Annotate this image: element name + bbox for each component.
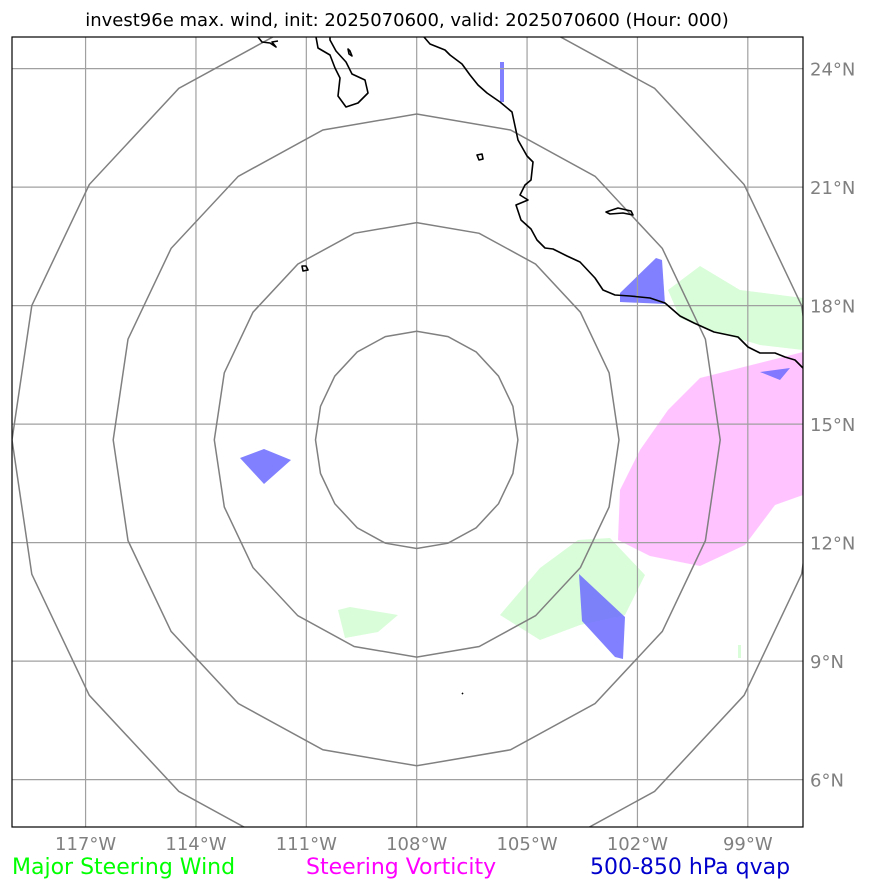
qvap-region-east-edge (760, 368, 790, 380)
map-plot-area (12, 37, 803, 827)
qvap-region-coast (620, 258, 665, 304)
latitude-tick-label: 24°N (810, 60, 855, 81)
mainland-mexico-coast (423, 37, 803, 369)
islas-marias (605, 207, 634, 216)
latitude-tick-label: 21°N (810, 178, 855, 199)
vorticity-fields (618, 352, 803, 566)
qvap-region-west (240, 449, 291, 484)
longitude-tick-label: 102°W (607, 834, 668, 855)
coastlines (257, 37, 803, 695)
steering-wind-region-east-coast (668, 266, 803, 350)
qvap-region-south (579, 574, 625, 659)
legend-vorticity: Steering Vorticity (306, 855, 496, 880)
range-ring-1 (314, 330, 519, 550)
isla-socorro (301, 265, 309, 272)
longitude-tick-label: 105°W (496, 834, 557, 855)
latitude-labels: 24°N 21°N 18°N 15°N 12°N 9°N 6°N (810, 60, 855, 792)
longitude-tick-label: 99°W (723, 834, 773, 855)
baja-california-tip (315, 37, 369, 108)
latitude-tick-label: 18°N (810, 297, 855, 318)
legend-steering-wind: Major Steering Wind (12, 855, 235, 880)
clipperton-island (461, 692, 464, 695)
legend: Major Steering Wind Steering Vorticity 5… (12, 855, 790, 880)
map-frame (11, 36, 804, 828)
longitude-tick-label: 108°W (386, 834, 447, 855)
steering-wind-region-small (738, 645, 741, 658)
isla-cerralvo (347, 48, 353, 57)
vorticity-region-east (618, 352, 803, 566)
gridlines (12, 37, 803, 827)
baja-california-coast (257, 37, 279, 48)
legend-qvap: 500-850 hPa qvap (590, 855, 790, 880)
longitude-tick-label: 117°W (55, 834, 116, 855)
longitude-labels: 117°W 114°W 111°W 108°W 105°W 102°W 99°W (55, 834, 773, 855)
range-rings (12, 37, 803, 827)
range-ring-4 (12, 37, 803, 827)
latitude-tick-label: 15°N (810, 415, 855, 436)
latitude-tick-label: 12°N (810, 534, 855, 555)
latitude-tick-label: 6°N (810, 771, 844, 792)
range-ring-2 (213, 221, 620, 658)
range-ring-3 (112, 113, 721, 767)
qvap-fields (240, 62, 790, 659)
map-title: invest96e max. wind, init: 2025070600, v… (85, 10, 729, 31)
steering-wind-region-west (338, 607, 398, 638)
longitude-tick-label: 111°W (276, 834, 337, 855)
longitude-tick-label: 114°W (165, 834, 226, 855)
qvap-region-north (500, 62, 504, 102)
isla-tiburon-small (476, 153, 484, 161)
latitude-tick-label: 9°N (810, 652, 844, 673)
